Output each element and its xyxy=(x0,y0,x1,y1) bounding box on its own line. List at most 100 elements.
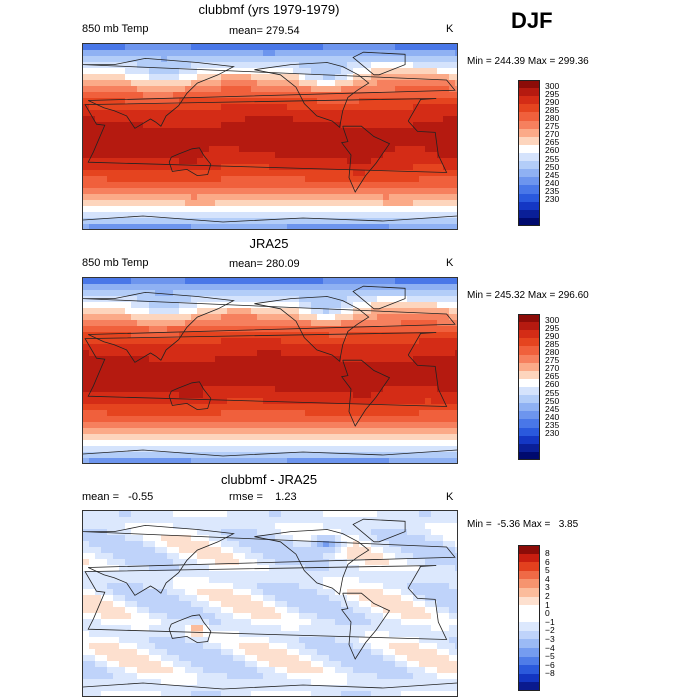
field-cells xyxy=(83,278,457,463)
coastline xyxy=(340,125,391,193)
colorbar-swatch xyxy=(518,427,540,437)
colorbar-swatch xyxy=(518,80,540,89)
colorbar-tick-label: 300 xyxy=(545,314,560,325)
colorbar-swatch xyxy=(518,630,540,640)
colorbar-tick-label: 0 xyxy=(545,608,550,619)
colorbar-tick-label: 4 xyxy=(545,573,550,584)
colorbar-swatch xyxy=(518,587,540,598)
colorbar-tick-label: 8 xyxy=(545,548,550,559)
colorbar-swatch xyxy=(518,128,540,138)
colorbar-swatch xyxy=(518,411,540,420)
colorbar-swatch xyxy=(518,354,540,364)
difference-map xyxy=(83,511,457,696)
coastline xyxy=(254,529,370,596)
colorbar-tick-label: 235 xyxy=(545,420,560,430)
coastline xyxy=(83,682,457,690)
coastline xyxy=(84,332,448,407)
unit-label: K xyxy=(446,23,454,35)
coastline xyxy=(83,215,457,223)
colorbar-tick-label: 245 xyxy=(545,169,560,180)
mean-label: mean= 279.54 xyxy=(229,25,300,37)
colorbar-tick-label: 265 xyxy=(545,137,560,148)
colorbar-swatch xyxy=(518,177,540,186)
colorbar-swatch xyxy=(518,613,540,623)
panel-title: clubbmf (yrs 1979-1979) xyxy=(198,2,340,17)
coastline xyxy=(168,147,212,177)
colorbar-tick-label: 275 xyxy=(545,355,560,366)
colorbar-swatch xyxy=(518,648,540,658)
rmse-label: rmse = 1.23 xyxy=(229,491,297,503)
colorbar-tick-label: 295 xyxy=(545,322,560,333)
colorbar-tick-label: 3 xyxy=(545,582,550,593)
colorbar-tick-label: −2 xyxy=(545,625,555,636)
variable-label: 850 mb Temp xyxy=(82,23,149,35)
colorbar-swatch xyxy=(518,112,540,122)
coastline xyxy=(352,51,406,76)
unit-label: K xyxy=(446,257,454,269)
colorbar-tick-label: 245 xyxy=(545,403,560,414)
colorbar-swatch xyxy=(518,346,540,356)
min-max-label: Min = 245.32 Max = 296.60 xyxy=(467,290,589,301)
colorbar-swatch xyxy=(518,314,540,323)
colorbar-swatch xyxy=(518,665,540,675)
colorbar-swatch xyxy=(518,378,540,388)
coastline xyxy=(84,98,448,173)
coastline xyxy=(254,62,370,129)
colorbar-swatch xyxy=(518,136,540,146)
colorbar-swatch xyxy=(518,545,540,555)
temperature-map xyxy=(83,44,457,229)
unit-label: K xyxy=(446,491,454,503)
field-cells xyxy=(83,44,457,229)
colorbar-swatch xyxy=(518,104,540,113)
colorbar-swatch xyxy=(518,579,540,589)
colorbar-swatch xyxy=(518,217,540,227)
colorbar-tick-label: 1 xyxy=(545,599,550,610)
coastline xyxy=(83,291,456,363)
colorbar-swatch xyxy=(518,161,540,170)
colorbar-tick-label: 275 xyxy=(545,121,560,132)
panel-title: clubbmf - JRA25 xyxy=(220,472,318,487)
colorbar-tick-label: 2 xyxy=(545,591,550,602)
colorbar-swatch xyxy=(518,451,540,461)
colorbar-tick-label: 250 xyxy=(545,161,560,172)
colorbar-tick-label: 250 xyxy=(545,395,560,406)
coastline xyxy=(340,592,391,660)
colorbar-swatch xyxy=(518,193,540,203)
map-plot xyxy=(82,43,458,230)
colorbar-swatch xyxy=(518,682,540,692)
field-cells xyxy=(83,511,457,696)
mean-label: mean= 280.09 xyxy=(229,258,300,270)
colorbar-swatch xyxy=(518,596,540,606)
coastline xyxy=(168,614,212,644)
colorbar-swatch xyxy=(518,403,540,412)
colorbar-swatch xyxy=(518,656,540,666)
colorbar-tick-label: 230 xyxy=(545,428,560,439)
colorbar-swatch xyxy=(518,395,540,404)
min-max-label: Min = -5.36 Max = 3.85 xyxy=(467,519,579,530)
colorbar-swatch xyxy=(518,387,540,396)
coastline xyxy=(352,285,406,310)
temperature-map xyxy=(83,278,457,463)
colorbar-tick-label: 255 xyxy=(545,153,560,164)
colorbar-swatch xyxy=(518,435,540,445)
colorbar-tick-label: 6 xyxy=(545,556,550,567)
colorbar-swatch xyxy=(518,570,540,580)
colorbar-tick-label: 235 xyxy=(545,186,560,196)
coastline xyxy=(352,518,406,543)
min-max-label: Min = 244.39 Max = 299.36 xyxy=(467,56,589,67)
coastline xyxy=(83,57,456,129)
colorbar-tick-label: −1 xyxy=(545,616,555,627)
colorbar-tick-label: −6 xyxy=(545,659,555,670)
colorbar-swatch xyxy=(518,562,540,572)
colorbar-tick-label: 5 xyxy=(545,565,550,576)
colorbar-tick-label: 290 xyxy=(545,96,560,107)
colorbar-swatch xyxy=(518,88,540,97)
colorbar-tick-label: 285 xyxy=(545,338,560,349)
colorbar-tick-label: 280 xyxy=(545,113,560,123)
colorbar-tick-label: 300 xyxy=(545,80,560,91)
colorbar-swatch xyxy=(518,419,540,429)
panel-title: JRA25 xyxy=(249,236,289,251)
colorbar-tick-label: −3 xyxy=(545,633,555,644)
colorbar-swatch xyxy=(518,553,540,563)
colorbar-swatch xyxy=(518,96,540,105)
